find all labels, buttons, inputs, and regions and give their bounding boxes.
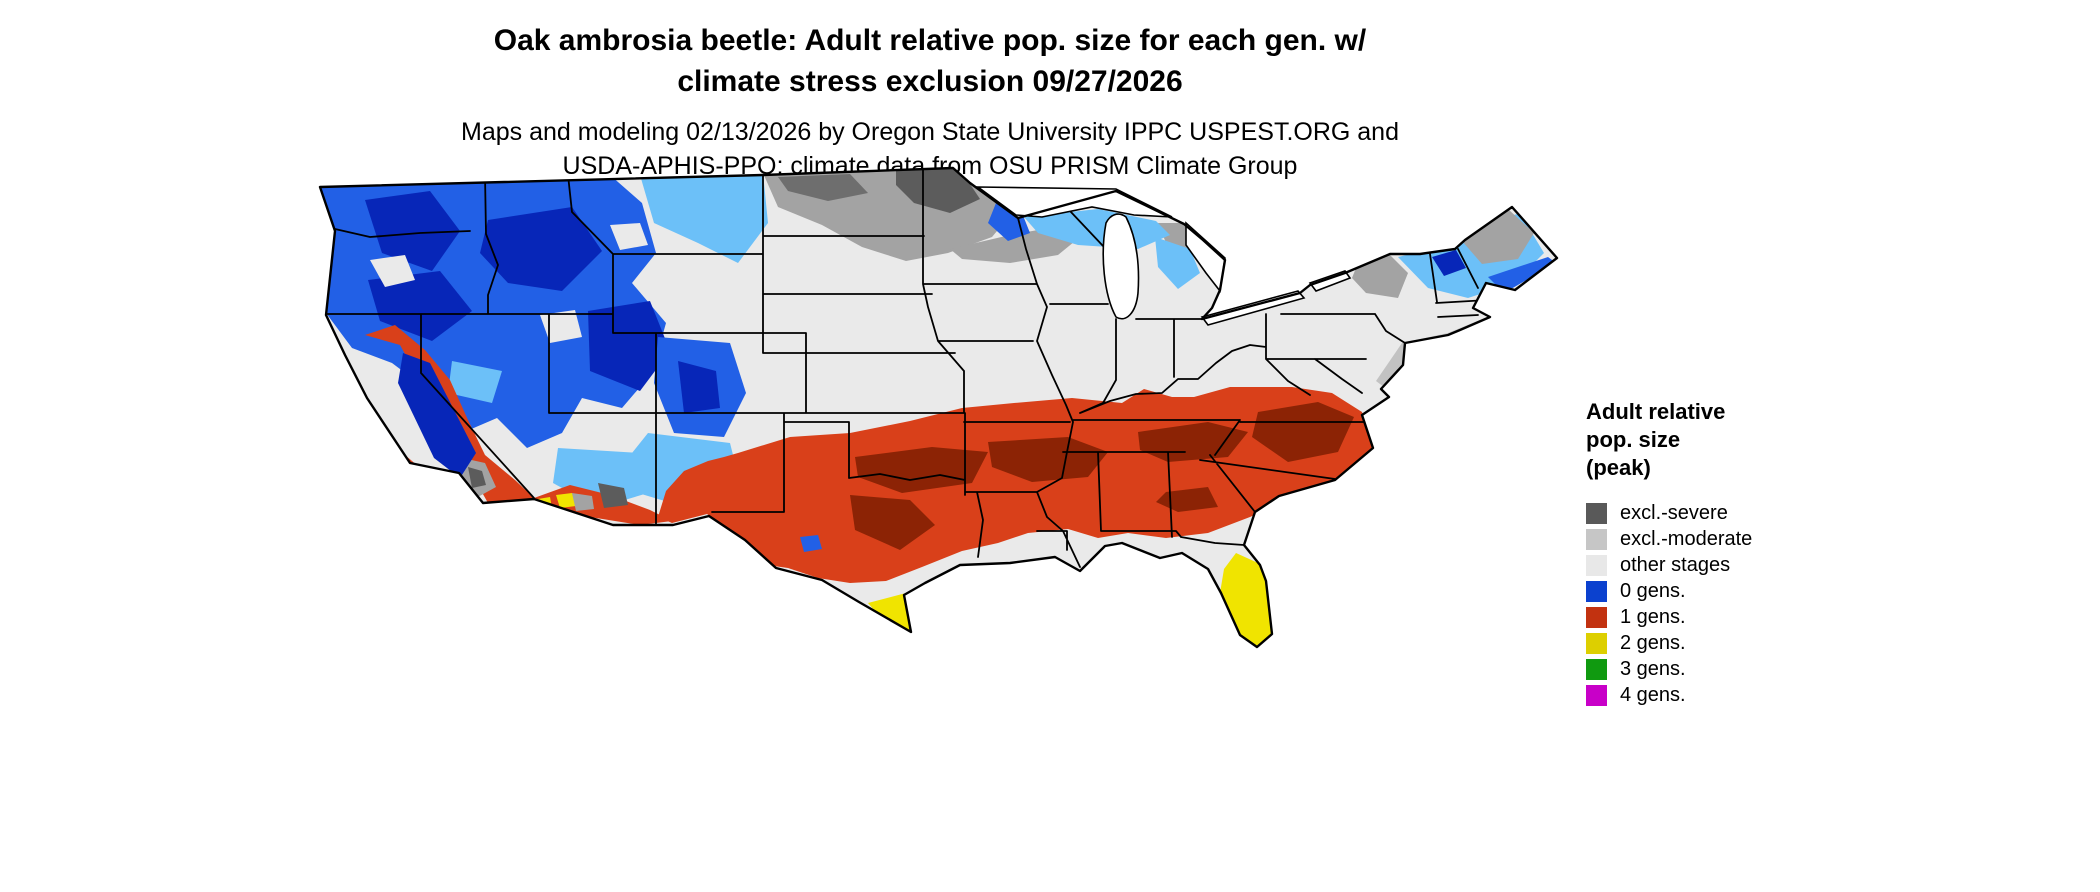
state-borders <box>325 169 1489 568</box>
legend-item: excl.-severe <box>1586 500 1876 526</box>
legend-label: 3 gens. <box>1620 657 1686 680</box>
legend-swatch-1-gens <box>1586 606 1607 628</box>
legend-label: 4 gens. <box>1620 683 1686 706</box>
legend-label: excl.-severe <box>1620 501 1728 524</box>
legend-item: 3 gens. <box>1586 656 1876 682</box>
legend-items: excl.-severe excl.-moderate other stages… <box>1586 500 1876 708</box>
legend-item: excl.-moderate <box>1586 526 1876 552</box>
map-title-line1: Oak ambrosia beetle: Adult relative pop.… <box>493 24 1367 57</box>
map-attribution: Maps and modeling 02/13/2026 by Oregon S… <box>330 115 1530 183</box>
legend-label: 0 gens. <box>1620 579 1686 602</box>
legend-label: other stages <box>1620 553 1731 576</box>
legend-label: 2 gens. <box>1620 631 1686 654</box>
legend-item: other stages <box>1586 552 1876 578</box>
region-excl-severe <box>468 168 980 508</box>
legend: Adult relative pop. size (peak) excl.-se… <box>1586 398 1876 708</box>
legend-title: Adult relative pop. size (peak) <box>1586 398 1876 482</box>
legend-swatch-excl-severe <box>1586 502 1607 524</box>
map-title-line2: climate stress exclusion 09/27/2026 <box>677 65 1183 98</box>
legend-item: 4 gens. <box>1586 682 1876 708</box>
legend-swatch-excl-moderate <box>1586 528 1607 550</box>
lake-michigan <box>1102 213 1140 320</box>
us-map-svg <box>318 166 1559 649</box>
lake-ontario <box>1308 270 1352 292</box>
legend-item: 2 gens. <box>1586 630 1876 656</box>
legend-title-line1: Adult relative <box>1586 399 1726 424</box>
legend-swatch-0-gens <box>1586 580 1607 602</box>
legend-swatch-3-gens <box>1586 658 1607 680</box>
legend-swatch-2-gens <box>1586 632 1607 654</box>
legend-label: 1 gens. <box>1620 605 1686 628</box>
legend-item: 0 gens. <box>1586 578 1876 604</box>
legend-label: excl.-moderate <box>1620 527 1753 550</box>
us-outline <box>318 166 1559 649</box>
attribution-line1: Maps and modeling 02/13/2026 by Oregon S… <box>461 118 1399 146</box>
us-map <box>310 165 1570 675</box>
legend-title-line2: pop. size <box>1586 427 1681 452</box>
legend-swatch-other-stages <box>1586 554 1607 576</box>
legend-swatch-4-gens <box>1586 684 1607 706</box>
lake-huron <box>1185 221 1226 293</box>
legend-item: 1 gens. <box>1586 604 1876 630</box>
legend-title-line3: (peak) <box>1586 455 1651 480</box>
title-block: Oak ambrosia beetle: Adult relative pop.… <box>330 20 1530 183</box>
